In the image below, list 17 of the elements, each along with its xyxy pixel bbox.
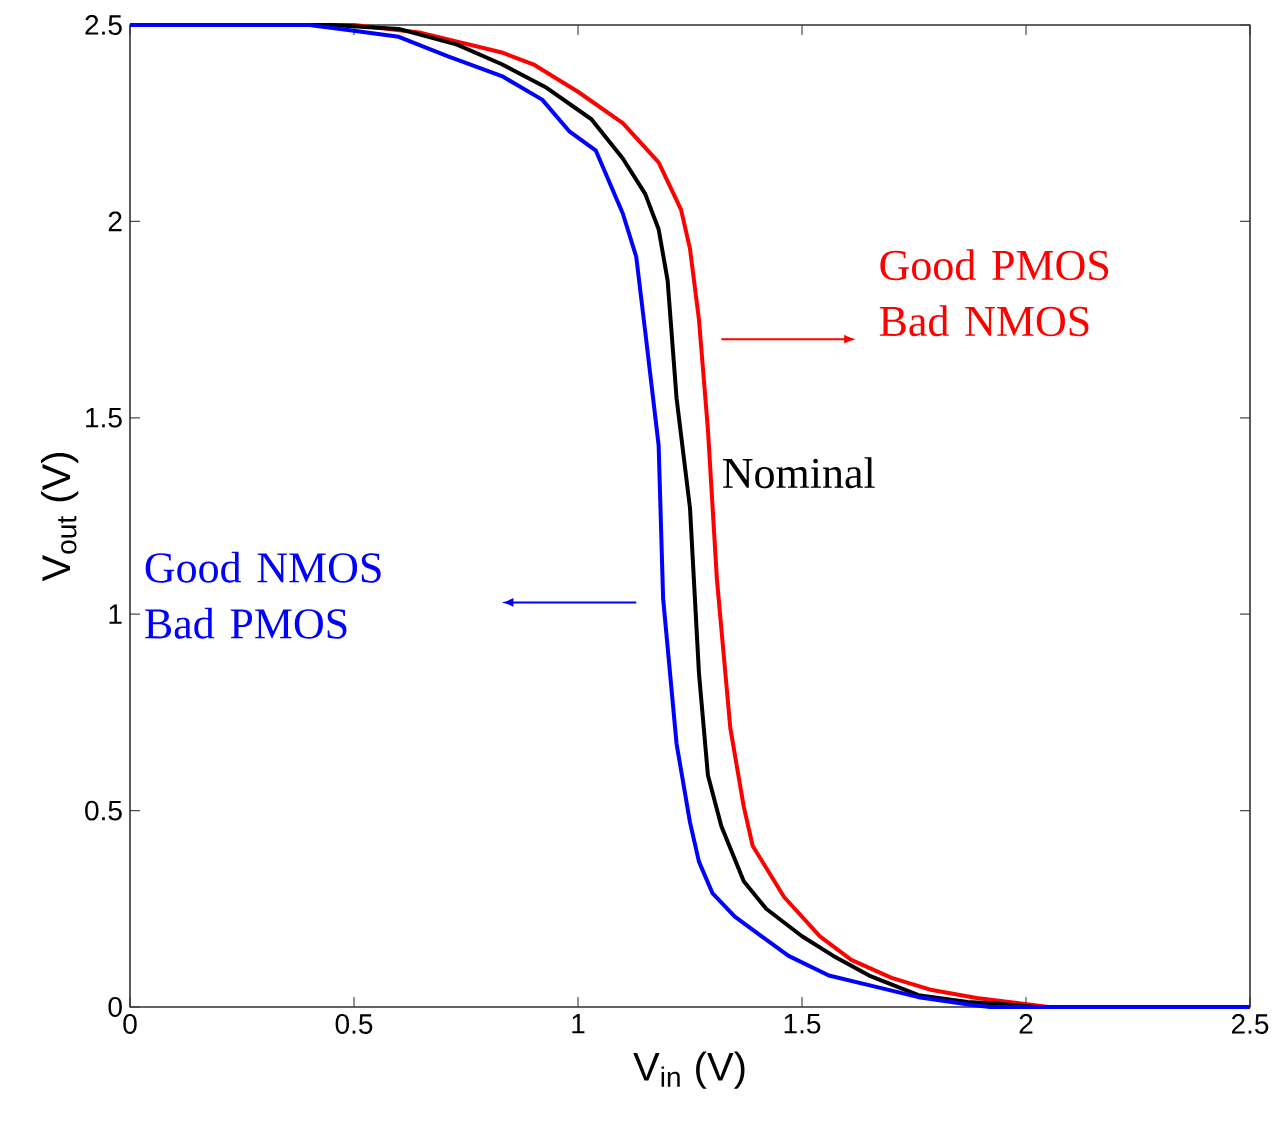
x-tick-label: 0 [123,1014,137,1034]
series-label: Nominal [723,457,875,489]
y-tick-label: 1 [109,604,122,624]
x-axis-title: V$_{in}$ (V) [633,1051,745,1089]
y-tick-label: 1.5 [86,408,122,428]
x-tick-label: 2.5 [1231,1014,1269,1034]
text: Good NMOS Bad PMOS [145,551,381,639]
x-tick-label: 0.5 [335,1014,373,1034]
y-tick-label: 0 [108,997,122,1017]
x-tick-label: 1 [572,1014,585,1034]
text: Good PMOS Bad NMOS [879,249,1109,337]
y-tick-label: 2 [108,211,122,232]
x-tick-label: 2 [1019,1014,1033,1034]
y-axis-title: V$_{out}$ (V) [41,452,79,582]
x-tick-label: 1.5 [784,1014,821,1034]
y-tick-label: 2.5 [85,15,122,35]
y-tick-label: 0.5 [85,800,122,821]
